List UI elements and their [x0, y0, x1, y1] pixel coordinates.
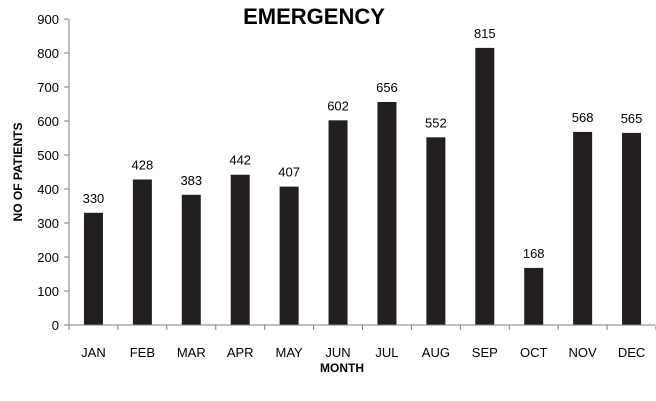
data-label-aug: 552	[425, 115, 447, 130]
x-tick-label-may: MAY	[276, 345, 304, 360]
data-label-jul: 656	[376, 80, 398, 95]
data-label-nov: 568	[572, 110, 594, 125]
chart-title: EMERGENCY	[243, 4, 385, 29]
x-tick-label-dec: DEC	[618, 345, 645, 360]
x-tick-label-sep: SEP	[472, 345, 498, 360]
data-label-apr: 442	[229, 153, 251, 168]
y-tick-label: 200	[37, 250, 59, 265]
bar-mar	[181, 194, 201, 325]
y-tick-label: 700	[37, 80, 59, 95]
bar-may	[279, 186, 299, 325]
data-label-jun: 602	[327, 98, 349, 113]
bar-apr	[230, 174, 250, 325]
data-label-jan: 330	[83, 191, 105, 206]
x-tick-label-apr: APR	[227, 345, 254, 360]
x-tick-label-feb: FEB	[130, 345, 155, 360]
bar-jan	[83, 212, 103, 325]
x-tick-label-nov: NOV	[569, 345, 598, 360]
bar-jul	[377, 101, 397, 326]
bars-group	[83, 47, 642, 326]
data-label-feb: 428	[132, 157, 154, 172]
y-axis-title: NO OF PATIENTS	[11, 123, 25, 222]
x-axis-ticks: JAN FEB MAR APR MAY JUN JUL AUG SEP OCT NOV DEC	[68, 325, 656, 360]
y-tick-label: 800	[37, 46, 59, 61]
data-label-dec: 565	[621, 111, 643, 126]
x-tick-label-jan: JAN	[81, 345, 106, 360]
y-axis-ticks: 0 100 200 300 400 500 600 700 800 900	[37, 12, 69, 333]
data-labels-group: 330 428 383 442 407 602 656 552 815 168 568 565	[83, 26, 643, 261]
y-tick-label: 400	[37, 182, 59, 197]
x-tick-label-oct: OCT	[520, 345, 548, 360]
bar-oct	[524, 267, 544, 325]
bar-nov	[573, 131, 593, 325]
y-tick-label: 100	[37, 284, 59, 299]
x-axis-title: MONTH	[320, 361, 364, 375]
data-label-oct: 168	[523, 246, 545, 261]
bar-sep	[475, 47, 495, 326]
bar-feb	[132, 179, 152, 325]
x-tick-label-mar: MAR	[177, 345, 206, 360]
y-tick-label: 300	[37, 216, 59, 231]
y-tick-label: 600	[37, 114, 59, 129]
x-tick-label-jun: JUN	[325, 345, 350, 360]
data-label-mar: 383	[180, 173, 202, 188]
y-tick-label: 500	[37, 148, 59, 163]
x-tick-label-aug: AUG	[422, 345, 450, 360]
bar-jun	[328, 120, 348, 325]
data-label-may: 407	[278, 165, 300, 180]
bar-dec	[622, 132, 642, 325]
x-tick-label-jul: JUL	[375, 345, 398, 360]
y-tick-label: 900	[37, 12, 59, 27]
bar-aug	[426, 137, 446, 325]
y-tick-label: 0	[52, 318, 59, 333]
data-label-sep: 815	[474, 26, 496, 41]
